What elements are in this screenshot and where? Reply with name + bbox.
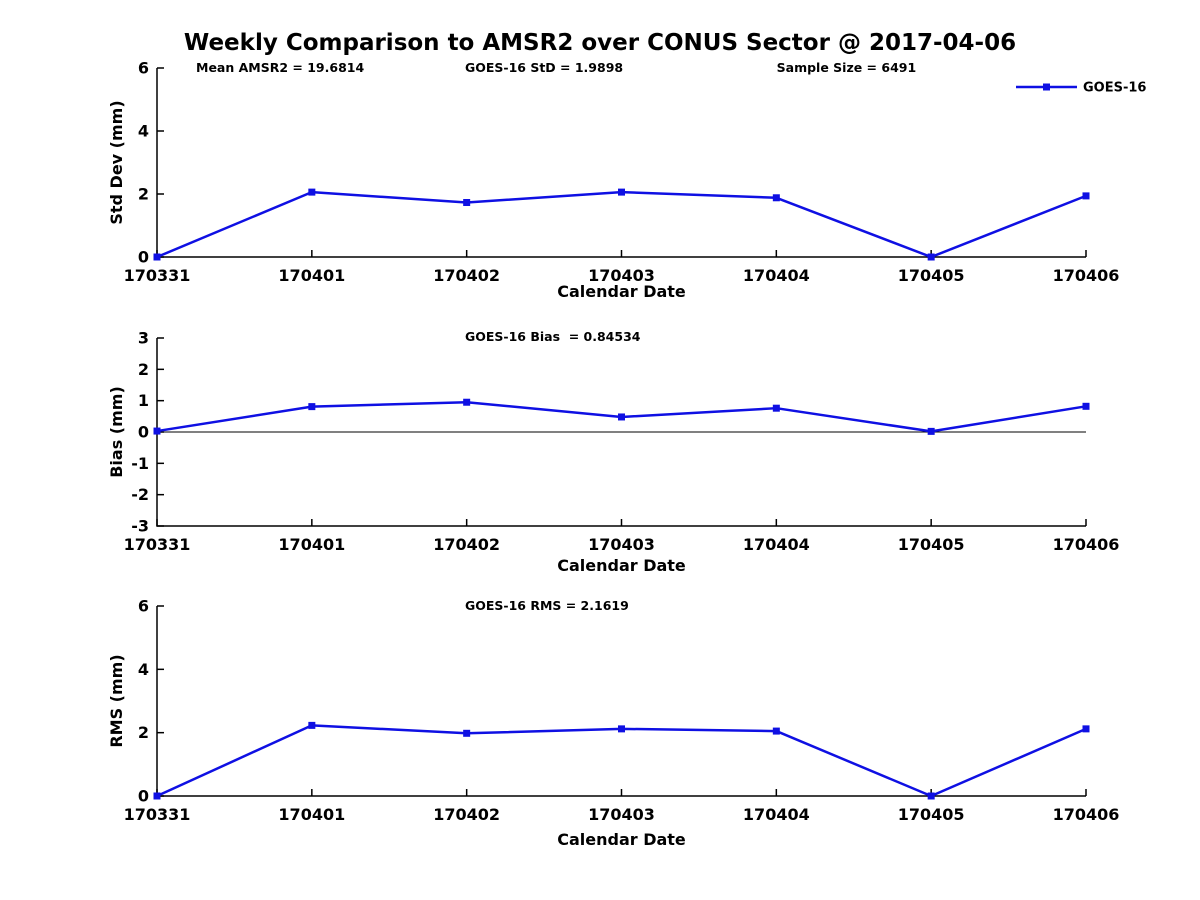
y-tick-label: 2: [138, 360, 149, 379]
std-dev-subplot: 0 2 4 6 170331 170401 170402 170403 170404 170405…: [107, 59, 1146, 302]
y-tick-label: 0: [138, 787, 149, 806]
annotation: GOES-16 RMS = 2.1619: [465, 598, 629, 613]
data-point-marker: [153, 427, 161, 435]
y-tick-label: 4: [138, 660, 149, 679]
x-tick-label: 170402: [433, 266, 500, 285]
annotation: GOES-16 StD = 1.9898: [465, 60, 623, 75]
x-tick-label: 170403: [588, 266, 655, 285]
y-tick-label: -3: [131, 517, 149, 536]
y-tick-label: -1: [131, 454, 149, 473]
data-point-marker: [772, 727, 780, 735]
y-axis-title: Bias (mm): [107, 386, 126, 478]
data-point-marker: [772, 194, 780, 202]
x-tick-label: 170405: [898, 266, 965, 285]
x-tick-label: 170405: [898, 805, 965, 824]
y-tick-label: 0: [138, 248, 149, 267]
x-axis-title: Calendar Date: [557, 556, 686, 575]
legend-marker: [1043, 83, 1050, 91]
data-point-marker: [308, 721, 316, 729]
x-tick-label: 170331: [124, 535, 191, 554]
y-tick-label: 4: [138, 122, 149, 141]
data-point-marker: [1082, 402, 1090, 410]
bias-subplot: -3 -2 -1 0 1 2 3 170331 170401 170402 170403 170404…: [107, 329, 1119, 576]
x-tick-label: 170404: [743, 805, 810, 824]
x-tick-label: 170401: [278, 805, 345, 824]
y-tick-label: 2: [138, 723, 149, 742]
data-point-marker: [153, 792, 161, 800]
data-point-marker: [618, 725, 625, 733]
data-line: [156, 724, 1087, 798]
x-tick-label: 170331: [124, 805, 191, 824]
data-point-marker: [463, 199, 471, 207]
axes-frame: [156, 606, 1086, 797]
data-point-marker: [153, 253, 161, 261]
x-tick-label: 170406: [1053, 266, 1120, 285]
x-tick-label: 170401: [278, 266, 345, 285]
y-tick-label: 2: [138, 185, 149, 204]
y-tick-label: 6: [138, 59, 149, 78]
x-tick-label: 170404: [743, 266, 810, 285]
data-point-marker: [927, 427, 935, 435]
x-tick-label: 170401: [278, 535, 345, 554]
data-point-marker: [308, 188, 316, 196]
rms-subplot: 0 2 4 6 170331 170401 170402 170403 170404 170405…: [107, 597, 1119, 850]
data-point-marker: [1082, 192, 1090, 200]
data-point-marker: [308, 403, 316, 411]
axes-frame: [156, 68, 1086, 258]
data-point-marker: [772, 404, 780, 412]
data-point-marker: [1082, 725, 1090, 733]
figure-title: Weekly Comparison to AMSR2 over CONUS Se…: [183, 30, 1017, 56]
y-axis-title: Std Dev (mm): [107, 100, 126, 224]
data-point-marker: [927, 792, 935, 800]
data-point-marker: [618, 188, 625, 196]
data-point-marker: [618, 413, 625, 421]
x-axis-title: Calendar Date: [557, 282, 686, 301]
annotation: GOES-16 Bias = 0.84534: [465, 329, 641, 344]
y-tick-label: 1: [138, 391, 149, 410]
x-tick-label: 170406: [1053, 535, 1120, 554]
annotation: Sample Size = 6491: [777, 60, 917, 75]
data-point-marker: [463, 398, 471, 406]
legend-label: GOES-16: [1083, 81, 1146, 96]
y-tick-label: 0: [138, 423, 149, 442]
x-axis-title: Calendar Date: [557, 830, 686, 849]
data-point-marker: [927, 253, 935, 261]
x-tick-label: 170405: [898, 535, 965, 554]
x-tick-label: 170402: [433, 805, 500, 824]
y-tick-label: 6: [138, 597, 149, 616]
x-tick-label: 170403: [588, 535, 655, 554]
x-tick-label: 170406: [1053, 805, 1120, 824]
y-axis-title: RMS (mm): [107, 654, 126, 747]
annotation: Mean AMSR2 = 19.6814: [196, 60, 364, 75]
x-tick-label: 170404: [743, 535, 810, 554]
x-tick-label: 170403: [588, 805, 655, 824]
data-point-marker: [463, 729, 471, 737]
data-line: [156, 190, 1087, 259]
y-tick-label: -2: [131, 485, 149, 504]
x-tick-label: 170331: [124, 266, 191, 285]
x-tick-label: 170402: [433, 535, 500, 554]
y-tick-label: 3: [138, 329, 149, 348]
